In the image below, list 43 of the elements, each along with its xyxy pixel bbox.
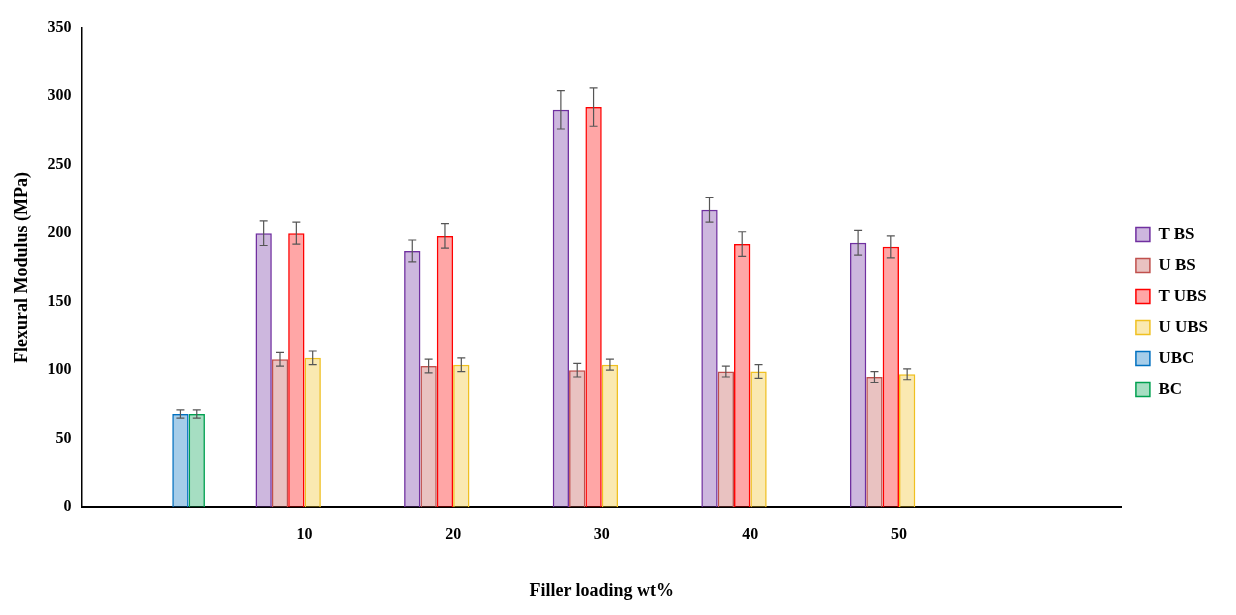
y-tick-label: 50 [55, 428, 72, 446]
bar [271, 359, 289, 508]
legend-label: T UBS [1158, 285, 1207, 305]
legend-label: U UBS [1158, 316, 1209, 336]
bar [750, 371, 767, 508]
bar [569, 370, 586, 508]
bar [701, 209, 718, 508]
bar [849, 242, 867, 508]
bar [404, 250, 421, 508]
bar [552, 109, 570, 508]
legend-label: T BS [1158, 223, 1195, 243]
bar [172, 414, 189, 508]
y-tick-label: 150 [47, 291, 72, 309]
bar [436, 235, 454, 508]
bar [585, 107, 602, 508]
y-tick-label: 200 [47, 223, 72, 241]
x-tick-label: 10 [296, 524, 313, 542]
bar [255, 233, 272, 508]
bar [898, 374, 916, 508]
bar [188, 414, 205, 508]
legend-label: BC [1158, 378, 1183, 398]
bar [304, 357, 321, 508]
bar [866, 377, 883, 508]
y-tick-label: 250 [47, 154, 72, 172]
y-axis-title: Flexural Modulus (MPa) [11, 171, 33, 363]
bar [882, 246, 899, 508]
bar [453, 364, 470, 508]
bar [717, 371, 735, 508]
bar [288, 233, 305, 508]
x-tick-label: 50 [890, 524, 907, 542]
x-axis-title: Filler loading wt% [529, 579, 675, 600]
bar [601, 364, 619, 508]
x-tick-label: 20 [445, 524, 462, 542]
y-tick-label: 350 [47, 17, 72, 35]
x-tick-label: 40 [742, 524, 759, 542]
y-tick-label: 300 [47, 86, 72, 104]
bar [420, 366, 437, 508]
legend-label: UBC [1158, 347, 1195, 367]
legend-label: U BS [1158, 254, 1196, 274]
y-tick-label: 100 [47, 360, 72, 378]
bar [734, 244, 751, 508]
x-tick-label: 30 [593, 524, 610, 542]
y-tick-label: 0 [63, 497, 72, 515]
